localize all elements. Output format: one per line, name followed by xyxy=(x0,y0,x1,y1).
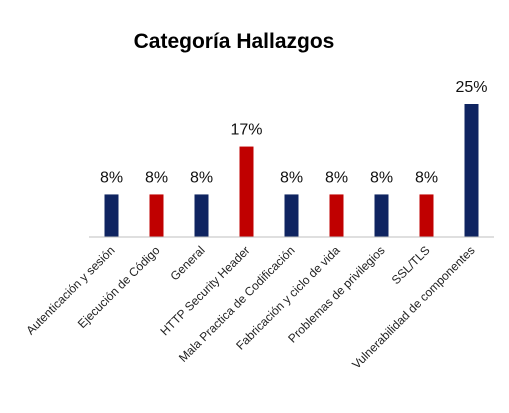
bar-8 xyxy=(419,194,434,237)
category-label-3: General xyxy=(168,243,208,283)
data-label-8: 8% xyxy=(415,169,438,186)
data-label-1: 8% xyxy=(100,169,123,186)
data-label-6: 8% xyxy=(325,169,348,186)
bar-2 xyxy=(149,194,164,237)
category-label-1: Autenticación y sesión xyxy=(23,243,117,337)
category-label-2: Ejecución de Código xyxy=(75,243,163,331)
bar-9 xyxy=(464,104,479,237)
data-labels-group: 8% 8% 8% 17% 8% 8% 8% 8% 25% xyxy=(100,79,488,186)
chart-title: Categoría Hallazgos xyxy=(134,30,335,53)
bar-5 xyxy=(284,194,299,237)
bar-4 xyxy=(239,146,254,237)
data-label-9: 25% xyxy=(455,79,487,96)
bar-1 xyxy=(104,194,119,237)
category-label-8: SSL/TLS xyxy=(389,243,433,287)
bars-group xyxy=(104,104,479,237)
data-label-5: 8% xyxy=(280,169,303,186)
category-label-4: HTTP Security Header xyxy=(158,243,253,338)
bar-6 xyxy=(329,194,344,237)
data-label-4: 17% xyxy=(230,122,262,139)
data-label-7: 8% xyxy=(370,169,393,186)
data-label-2: 8% xyxy=(145,169,168,186)
bar-7 xyxy=(374,194,389,237)
bar-3 xyxy=(194,194,209,237)
data-label-3: 8% xyxy=(190,169,213,186)
